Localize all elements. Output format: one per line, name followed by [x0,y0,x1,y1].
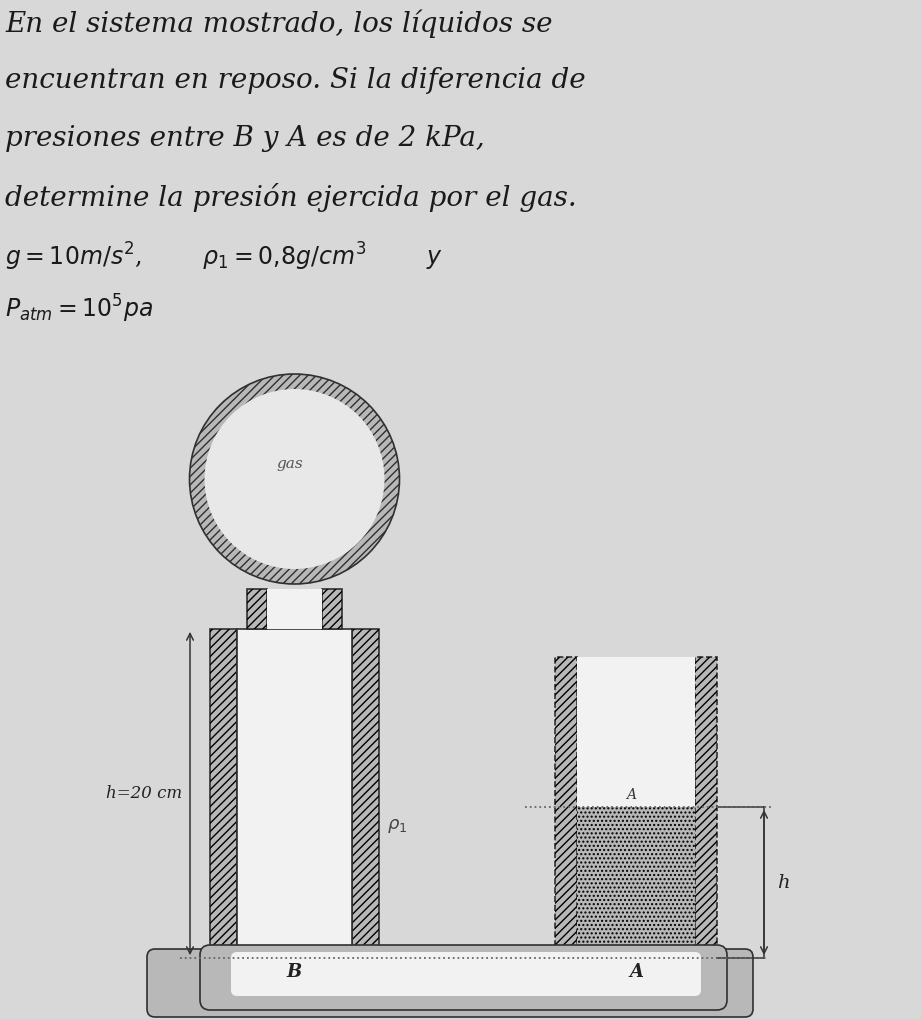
Bar [695,657,717,957]
Bar [322,589,342,629]
Text: determine la presión ejercida por el gas.: determine la presión ejercida por el gas… [5,183,577,212]
Bar [247,589,267,629]
Bar [555,657,577,957]
Bar [577,807,695,957]
Circle shape [204,389,384,569]
Text: B: B [286,963,302,981]
Bar [237,629,352,957]
Bar [555,657,577,957]
Bar [267,589,322,629]
Bar [210,629,237,957]
FancyBboxPatch shape [147,949,753,1017]
Text: $g = 10m/s^2$,        $\rho_1 = 0{,}8g/cm^3$        $y$: $g = 10m/s^2$, $\rho_1 = 0{,}8g/cm^3$ $y… [5,242,443,273]
Text: $P_{atm} = 10^5pa$: $P_{atm} = 10^5pa$ [5,293,153,325]
Bar [352,629,379,957]
Bar [247,589,267,629]
Bar [237,629,352,957]
Bar [352,629,379,957]
Text: presiones entre B y A es de 2 kPa,: presiones entre B y A es de 2 kPa, [5,125,484,152]
Bar [695,657,717,957]
Text: encuentran en reposo. Si la diferencia de: encuentran en reposo. Si la diferencia d… [5,67,586,94]
Text: En el sistema mostrado, los líquidos se: En el sistema mostrado, los líquidos se [5,9,553,38]
Bar [210,629,237,957]
Bar [322,589,342,629]
FancyBboxPatch shape [231,952,701,996]
Bar [577,657,695,957]
Text: A: A [629,963,643,981]
Text: $\rho_1$: $\rho_1$ [387,817,407,835]
Text: gas: gas [276,457,303,471]
Text: h=20 cm: h=20 cm [106,785,182,802]
Circle shape [190,374,400,584]
Bar [577,807,695,957]
FancyBboxPatch shape [200,945,727,1010]
Text: h: h [777,873,789,892]
Text: A: A [626,788,636,802]
